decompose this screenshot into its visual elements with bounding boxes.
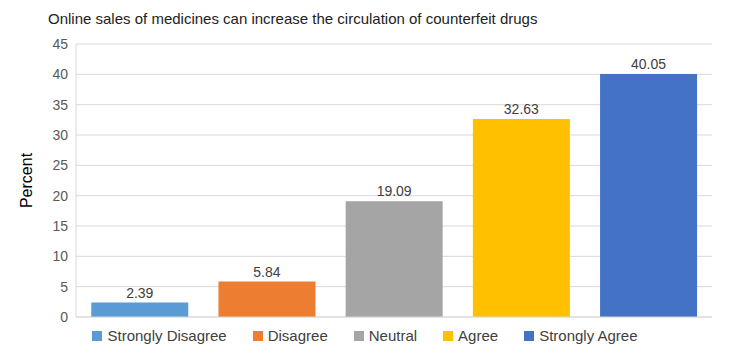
svg-text:0: 0 [60,309,68,325]
html-text:Agree: Agree [458,327,499,344]
svg-text:32.63: 32.63 [504,101,539,117]
svg-text:40.05: 40.05 [631,56,666,72]
svg-text:20: 20 [52,188,68,204]
svg-text:45: 45 [52,36,68,52]
svg-text:Percent: Percent [18,152,35,208]
svg-text:19.09: 19.09 [377,183,412,199]
svg-text:5: 5 [60,279,68,295]
html-text:Strongly Disagree: Strongly Disagree [107,327,227,344]
svg-text:35: 35 [52,97,68,113]
html-text:Online sales of medicines can: Online sales of medicines can increase t… [48,10,538,27]
html-text:Neutral: Neutral [368,327,418,344]
svg-text:40: 40 [52,66,68,82]
html-text:Disagree: Disagree [267,327,328,344]
svg-text:5.84: 5.84 [253,264,280,280]
svg-text:25: 25 [52,157,68,173]
svg-text:30: 30 [52,127,68,143]
html-text:Strongly Agree: Strongly Agree [539,327,638,344]
svg-text:15: 15 [52,218,68,234]
svg-text:10: 10 [52,248,68,264]
svg-text:2.39: 2.39 [126,285,153,301]
